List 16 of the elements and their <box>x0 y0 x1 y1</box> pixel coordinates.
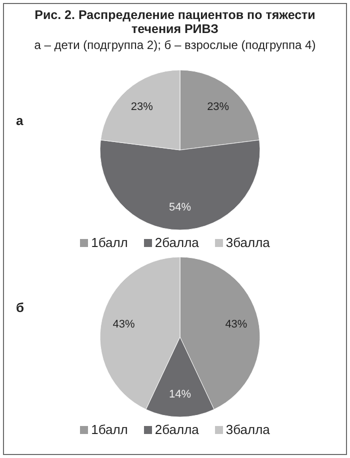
legend-label: 3балла <box>226 422 270 437</box>
data-label: 14% <box>168 388 192 401</box>
data-label: 43% <box>225 318 248 330</box>
legend-label: 1балл <box>91 422 128 437</box>
legend-label: 2балла <box>154 235 199 250</box>
chart-title: Рис. 2. Распределение пациентов по тяжести течения РИВЗ <box>34 8 316 36</box>
data-label: 23% <box>207 100 230 113</box>
data-label: 54% <box>168 202 192 214</box>
text: а <box>16 113 24 128</box>
legend-label: 2балла <box>154 422 199 437</box>
text: б <box>16 300 24 315</box>
data-label: 23% <box>130 100 154 113</box>
legend-label: 3балла <box>226 235 270 250</box>
chart-subtitle: а – дети (подгруппа 2); б – взрослые (подгруппа 4) <box>33 38 317 52</box>
data-label: 43% <box>112 318 136 330</box>
legend-label: 1балл <box>91 235 128 250</box>
